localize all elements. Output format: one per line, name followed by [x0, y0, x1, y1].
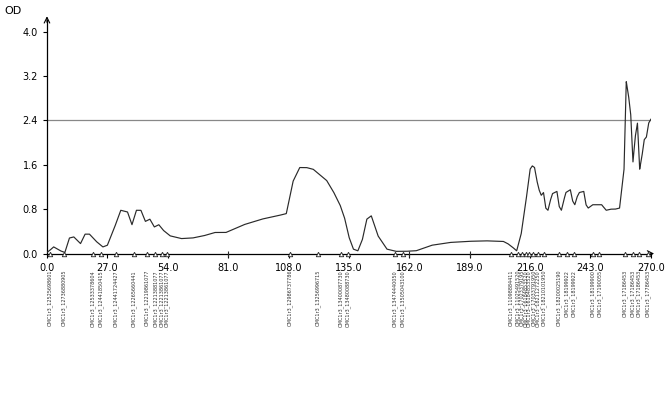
Text: OMC1r3_16184853520: OMC1r3_16184853520	[526, 270, 532, 326]
Text: OMC1r3_13474440050: OMC1r3_13474440050	[392, 270, 398, 326]
Text: OMC1r3_18200025190: OMC1r3_18200025190	[556, 270, 562, 326]
Text: OMC1r3_11025491520: OMC1r3_11025491520	[515, 270, 521, 326]
Text: OMC1r3_18210101950: OMC1r3_18210101950	[541, 270, 546, 326]
Text: OMC1r3_16184853520: OMC1r3_16184853520	[523, 270, 529, 326]
Text: OMC1r3_18211272250: OMC1r3_18211272250	[535, 270, 541, 326]
Text: OMC1r3_12533378604: OMC1r3_12533378604	[90, 270, 96, 326]
Text: OMC1r3_12213861077: OMC1r3_12213861077	[159, 270, 165, 326]
Text: OMC1r3_18199922: OMC1r3_18199922	[564, 270, 570, 317]
Text: OMC1r3_12736880905: OMC1r3_12736880905	[61, 270, 66, 326]
Text: OMC1r3_12986737786: OMC1r3_12986737786	[287, 270, 293, 326]
Text: OMC1r3_17186453: OMC1r3_17186453	[622, 270, 628, 317]
Text: OMC1r3_17186453: OMC1r3_17186453	[635, 270, 641, 317]
Text: OMC1r3_12265660441: OMC1r3_12265660441	[132, 270, 137, 326]
Text: OMC1r3_12213861077: OMC1r3_12213861077	[164, 270, 170, 326]
Text: OMC1r3_17186453: OMC1r3_17186453	[630, 270, 636, 317]
Text: OMC1r3_17023379195: OMC1r3_17023379195	[519, 270, 525, 326]
Text: OMC1r3_13400087730: OMC1r3_13400087730	[338, 270, 344, 326]
Text: OD: OD	[5, 6, 22, 16]
Text: OMC1r3_12525698601: OMC1r3_12525698601	[48, 270, 53, 326]
Text: OMC1r3_13505043100: OMC1r3_13505043100	[400, 270, 405, 326]
Text: OMC1r3_12441850415: OMC1r3_12441850415	[98, 270, 103, 326]
Text: OMC1r3_13480088730: OMC1r3_13480088730	[345, 270, 351, 326]
Text: OMC1r3_12441724427: OMC1r3_12441724427	[113, 270, 119, 326]
Text: OMC1r3_12219861077: OMC1r3_12219861077	[144, 270, 150, 326]
Text: OMC1r3_13256996715: OMC1r3_13256996715	[315, 270, 321, 326]
Text: OMC1r3_17033791950: OMC1r3_17033791950	[531, 270, 536, 326]
Text: OMC1r3_18199922: OMC1r3_18199922	[571, 270, 576, 317]
Text: OMC1r3_18199900: OMC1r3_18199900	[590, 270, 596, 317]
Text: OMC1r3_17786453: OMC1r3_17786453	[645, 270, 650, 317]
Text: OMC1r3_17190055: OMC1r3_17190055	[597, 270, 603, 317]
Text: OMC1r3_11098884411: OMC1r3_11098884411	[508, 270, 514, 326]
Text: OMC1r3_12213881077: OMC1r3_12213881077	[152, 270, 158, 326]
